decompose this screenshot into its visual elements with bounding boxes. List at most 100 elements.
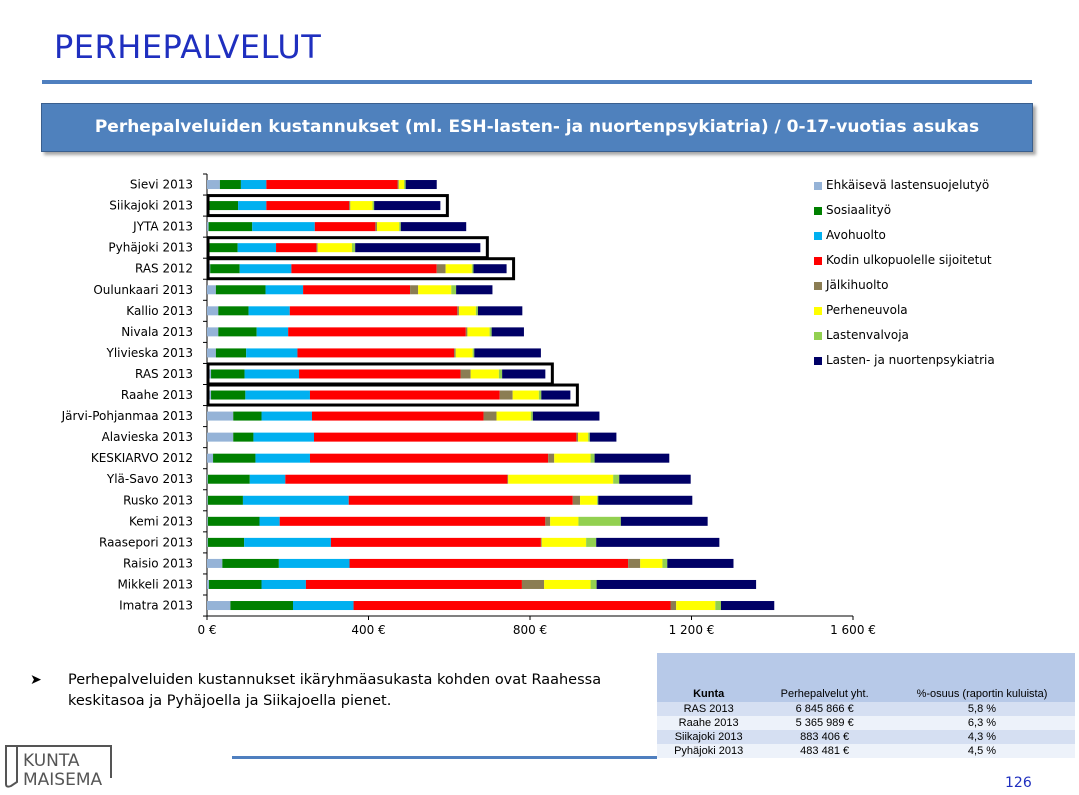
bar-segment — [349, 201, 351, 211]
bar-segment — [265, 285, 304, 295]
bar-segment — [541, 390, 571, 400]
legend-swatch — [814, 307, 822, 315]
bar-segment — [278, 558, 350, 568]
arrow-bullet-icon: ➤ — [30, 672, 42, 688]
bar-segment — [521, 579, 545, 589]
bar-segment — [207, 516, 260, 526]
bar-segment — [596, 537, 720, 547]
legend-swatch — [814, 332, 822, 340]
bar-segment — [291, 264, 437, 274]
bar-segment — [470, 369, 499, 379]
bar-segment — [299, 369, 461, 379]
bar-segment — [207, 537, 208, 547]
bar-segment — [303, 285, 411, 295]
legend-swatch — [814, 232, 822, 240]
bar-segment — [550, 516, 579, 526]
legend-swatch — [814, 257, 822, 265]
bar-segment — [499, 390, 513, 400]
bar-segment — [207, 495, 243, 505]
bar-segment — [498, 369, 503, 379]
bar-segment — [404, 180, 406, 190]
bar-segment — [662, 558, 668, 568]
bar-segment — [460, 369, 471, 379]
bar-segment — [474, 348, 541, 358]
bar-segment — [288, 327, 466, 337]
category-label: Pyhäjoki 2013 — [108, 241, 193, 255]
bar-segment — [230, 601, 293, 611]
category-label: Imatra 2013 — [119, 599, 193, 613]
logo-text-bottom: MAISEMA — [23, 770, 103, 790]
bar-segment — [211, 390, 246, 400]
bar-segment — [532, 411, 600, 421]
bar-segment — [620, 516, 708, 526]
cell-share: 4,3 % — [888, 730, 1075, 744]
bar-segment — [538, 390, 542, 400]
bar-segment — [207, 285, 216, 295]
bar-segment — [211, 369, 245, 379]
bar-segment — [613, 474, 620, 484]
highlight-box — [206, 257, 516, 281]
bar-segment — [530, 411, 533, 421]
bar-segment — [242, 495, 349, 505]
bar-segment — [588, 432, 590, 442]
bar-segment — [316, 243, 318, 253]
bar-segment — [208, 243, 238, 253]
category-label: Kemi 2013 — [129, 514, 193, 528]
x-tick-label: 800 € — [513, 623, 547, 637]
bar-segment — [219, 180, 241, 190]
bar-segment — [507, 474, 509, 484]
chart-subtitle-banner: Perhepalveluiden kustannukset (ml. ESH-l… — [41, 103, 1033, 152]
category-label: JYTA 2013 — [132, 220, 193, 234]
category-label: Oulunkaari 2013 — [93, 283, 193, 297]
bar-segment — [246, 348, 298, 358]
bar-segment — [313, 432, 577, 442]
bar-segment — [208, 222, 253, 232]
bar-segment — [207, 601, 231, 611]
category-label: Raisio 2013 — [123, 556, 193, 570]
bar-segment — [355, 243, 481, 253]
category-label: Nivala 2013 — [121, 325, 193, 339]
category-label: RAS 2012 — [135, 262, 193, 276]
logo-text-top: KUNTA — [23, 751, 80, 771]
category-label: Järvi-Pohjanmaa 2013 — [61, 409, 193, 423]
bar-segment — [628, 558, 641, 568]
bar-segment — [218, 327, 257, 337]
bar-segment — [244, 537, 331, 547]
bar-segment — [207, 495, 208, 505]
bar-segment — [667, 558, 734, 568]
cell-kunta: RAS 2013 — [657, 702, 761, 716]
bar-segment — [297, 348, 455, 358]
bar-segment — [458, 306, 476, 316]
bar-segment — [259, 516, 280, 526]
category-label: Mikkeli 2013 — [117, 577, 193, 591]
bar-segment — [454, 348, 456, 358]
bar-segment — [215, 348, 247, 358]
legend-label: Ehkäisevä lastensuojelutyö — [826, 178, 990, 192]
bar-segment — [596, 579, 757, 589]
bar-segment — [207, 222, 209, 232]
legend-swatch — [814, 282, 822, 290]
bar-segment — [261, 579, 306, 589]
bar-segment — [261, 411, 312, 421]
bar-segment — [207, 579, 210, 589]
bar-segment — [512, 390, 539, 400]
footer-divider — [232, 756, 657, 759]
bar-segment — [207, 537, 245, 547]
bar-segment — [239, 264, 292, 274]
bar-segment — [475, 306, 478, 316]
bar-segment — [330, 537, 541, 547]
bar-segment — [279, 516, 546, 526]
bar-segment — [400, 222, 467, 232]
bar-segment — [317, 243, 352, 253]
cell-share: 4,5 % — [888, 744, 1075, 758]
bar-segment — [289, 306, 458, 316]
bar-segment — [213, 453, 256, 463]
bar-segment — [576, 432, 579, 442]
cell-total: 483 481 € — [760, 744, 889, 758]
x-tick-label: 1 600 € — [830, 623, 876, 637]
bar-segment — [544, 579, 591, 589]
x-tick-label: 400 € — [351, 623, 385, 637]
table-row: Siikajoki 2013 883 406 € 4,3 % — [657, 730, 1075, 744]
cell-kunta: Pyhäjoki 2013 — [657, 744, 761, 758]
bar-segment — [218, 306, 249, 316]
